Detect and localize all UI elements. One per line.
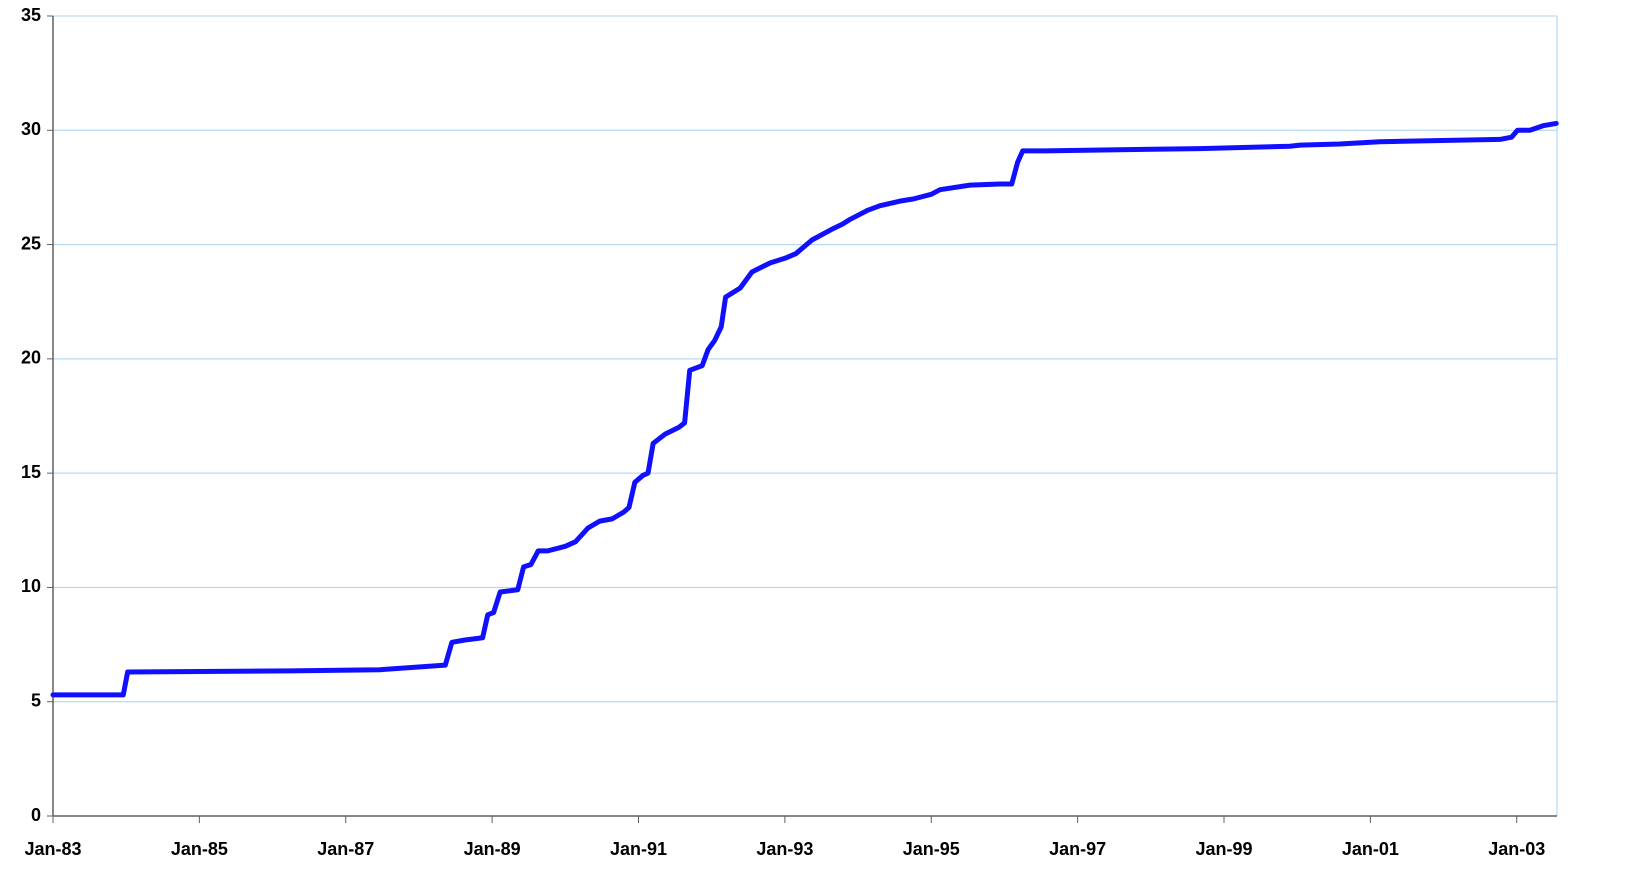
x-tick-label: Jan-95 (903, 839, 960, 859)
x-tick-label: Jan-89 (464, 839, 521, 859)
x-tick-label: Jan-85 (171, 839, 228, 859)
x-tick-label: Jan-83 (24, 839, 81, 859)
y-tick-label: 30 (21, 119, 41, 139)
data-line (50, 120, 1559, 698)
y-tick-label: 35 (21, 5, 41, 25)
x-tick-label: Jan-97 (1049, 839, 1106, 859)
x-tick-label: Jan-03 (1488, 839, 1545, 859)
x-tick-label: Jan-91 (610, 839, 667, 859)
y-tick-label: 10 (21, 576, 41, 596)
x-tick-label: Jan-99 (1195, 839, 1252, 859)
x-tick-label: Jan-87 (317, 839, 374, 859)
x-tick-label: Jan-93 (756, 839, 813, 859)
y-tick-label: 25 (21, 233, 41, 253)
y-tick-label: 5 (31, 690, 41, 710)
y-tick-label: 0 (31, 805, 41, 825)
x-tick-label: Jan-01 (1342, 839, 1399, 859)
y-tick-label: 20 (21, 348, 41, 368)
y-tick-label: 15 (21, 462, 41, 482)
